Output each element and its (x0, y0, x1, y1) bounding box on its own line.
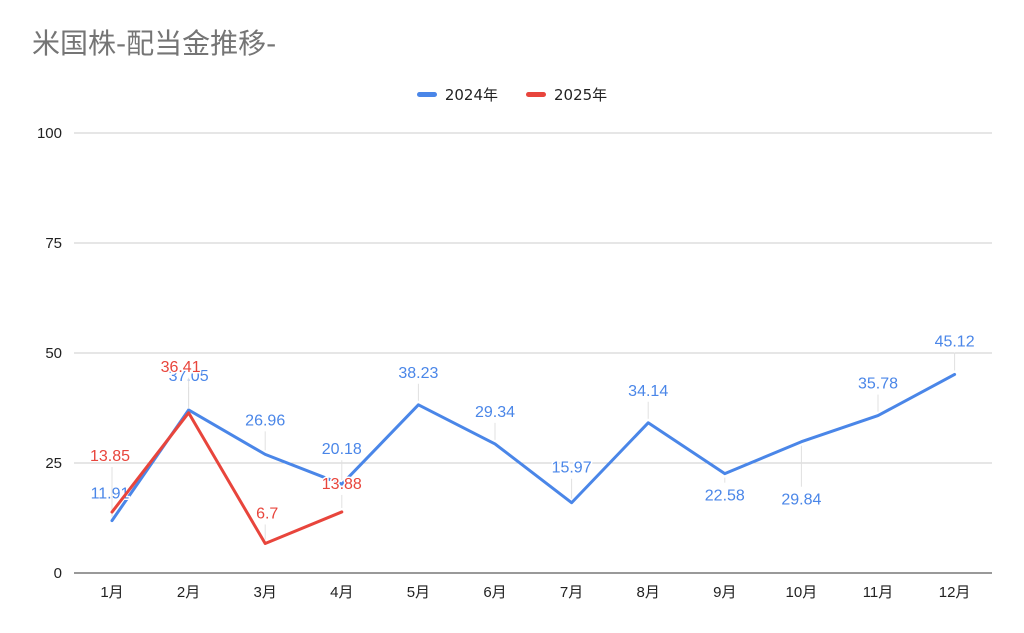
x-tick-label: 3月 (254, 584, 277, 601)
data-label: 29.84 (781, 492, 821, 509)
data-label: 29.34 (475, 404, 515, 421)
legend-swatch-2025 (526, 92, 546, 97)
data-label: 35.78 (858, 376, 898, 393)
x-tick-label: 10月 (786, 584, 818, 601)
x-tick-label: 12月 (939, 584, 971, 601)
x-tick-label: 9月 (713, 584, 736, 601)
data-label: 13.85 (90, 448, 130, 465)
data-label: 34.14 (628, 383, 668, 400)
data-label: 45.12 (935, 333, 975, 350)
data-label: 11.91 (91, 486, 130, 503)
y-tick-label: 50 (45, 345, 62, 362)
x-tick-label: 5月 (407, 584, 430, 601)
legend-label-2024: 2024年 (444, 86, 498, 104)
data-label: 13.88 (322, 476, 362, 493)
legend-label-2025: 2025年 (554, 86, 608, 104)
x-tick-label: 7月 (560, 584, 583, 601)
data-label: 38.23 (398, 365, 438, 382)
chart-title: 米国株-配当金推移- (32, 27, 277, 60)
y-tick-label: 100 (37, 125, 62, 142)
x-tick-label: 6月 (483, 584, 506, 601)
legend: 2024年 2025年 (0, 84, 1024, 105)
legend-item-2024[interactable]: 2024年 (416, 84, 498, 105)
y-tick-label: 0 (54, 565, 62, 582)
data-label: 37.05 (169, 368, 209, 385)
x-tick-label: 1月 (100, 584, 123, 601)
legend-item-2025[interactable]: 2025年 (526, 84, 607, 105)
data-label: 36.41 (161, 359, 201, 376)
x-tick-label: 2月 (177, 584, 200, 601)
data-label: 26.96 (245, 412, 285, 429)
x-tick-label: 11月 (863, 584, 894, 601)
data-label: 6.7 (256, 506, 278, 523)
series-line-0 (110, 372, 957, 523)
legend-swatch-2024 (416, 92, 437, 97)
series-line-1 (110, 411, 344, 546)
data-label: 20.18 (322, 441, 362, 458)
y-tick-label: 25 (45, 455, 62, 472)
data-label: 15.97 (552, 460, 592, 477)
data-label: 22.58 (705, 488, 745, 505)
y-tick-label: 75 (45, 235, 62, 252)
x-tick-label: 8月 (637, 584, 660, 601)
x-tick-label: 4月 (330, 584, 353, 601)
